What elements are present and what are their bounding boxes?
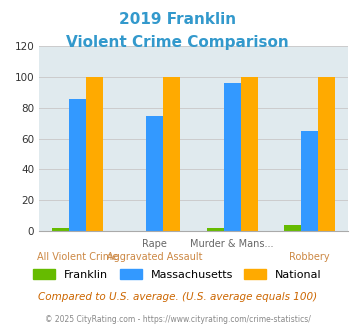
Text: Aggravated Assault: Aggravated Assault bbox=[107, 252, 203, 262]
Text: All Violent Crime: All Violent Crime bbox=[37, 252, 118, 262]
Text: Murder & Mans...: Murder & Mans... bbox=[190, 239, 274, 249]
Text: © 2025 CityRating.com - https://www.cityrating.com/crime-statistics/: © 2025 CityRating.com - https://www.city… bbox=[45, 315, 310, 324]
Bar bbox=[284, 225, 301, 231]
Bar bbox=[163, 77, 180, 231]
Text: Robbery: Robbery bbox=[289, 252, 329, 262]
Text: Violent Crime Comparison: Violent Crime Comparison bbox=[66, 35, 289, 50]
Text: 2019 Franklin: 2019 Franklin bbox=[119, 12, 236, 26]
Bar bbox=[207, 228, 224, 231]
Bar bbox=[69, 99, 86, 231]
Bar bbox=[301, 131, 318, 231]
Bar bbox=[224, 83, 241, 231]
Bar bbox=[146, 115, 163, 231]
Legend: Franklin, Massachusetts, National: Franklin, Massachusetts, National bbox=[29, 265, 326, 284]
Text: Rape: Rape bbox=[142, 239, 167, 249]
Bar bbox=[52, 228, 69, 231]
Bar bbox=[318, 77, 335, 231]
Text: Compared to U.S. average. (U.S. average equals 100): Compared to U.S. average. (U.S. average … bbox=[38, 292, 317, 302]
Bar bbox=[241, 77, 258, 231]
Bar bbox=[86, 77, 103, 231]
